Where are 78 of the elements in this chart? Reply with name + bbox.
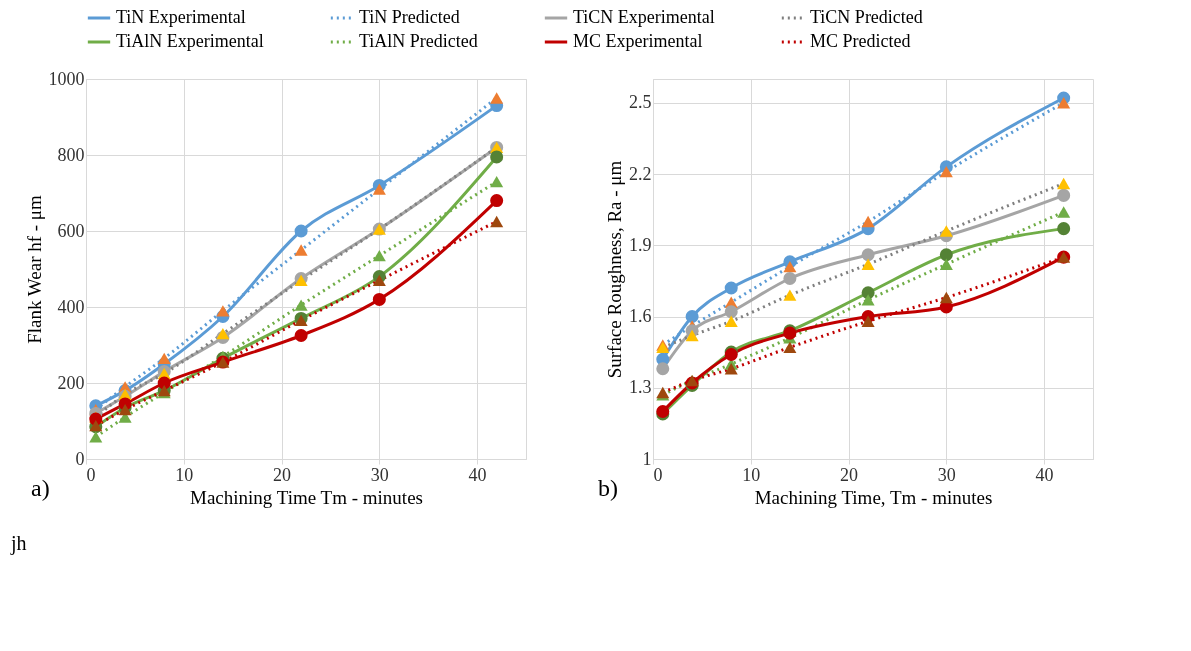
x-tick-label: 20 [840, 464, 859, 485]
legend-label: MC Predicted [810, 31, 911, 51]
point [490, 92, 504, 104]
point [939, 165, 953, 178]
point [294, 328, 308, 343]
legend-label: TiAlN Experimental [116, 31, 264, 51]
point [783, 271, 797, 286]
point [372, 274, 386, 287]
point [861, 248, 875, 262]
point [216, 305, 230, 317]
point [861, 294, 875, 306]
y-tick-label: 1000 [48, 68, 85, 89]
point [490, 150, 504, 164]
point [939, 258, 953, 270]
point [372, 250, 386, 262]
point [939, 248, 953, 262]
x-tick-label: 10 [742, 464, 761, 485]
y-tick-label: 1.6 [629, 306, 652, 326]
y-tick-label: 1.9 [629, 234, 652, 255]
point [1057, 206, 1071, 218]
point [372, 292, 386, 306]
point [490, 194, 504, 208]
x-tick-label: 20 [273, 464, 292, 485]
point [724, 315, 738, 327]
point [490, 215, 504, 228]
x-tick-label: 40 [468, 464, 487, 485]
point [490, 175, 504, 188]
x-tick-label: 10 [175, 464, 194, 485]
point [372, 183, 386, 195]
point [294, 244, 308, 256]
y-axis-title: Flank Wear hf - μm [23, 194, 45, 344]
point [656, 362, 670, 376]
y-tick-label: 400 [57, 296, 85, 317]
point [861, 215, 875, 228]
legend-label: TiN Predicted [359, 7, 460, 27]
point [861, 258, 875, 270]
point [724, 305, 738, 319]
point [294, 224, 308, 238]
legend-label: TiAlN Predicted [359, 31, 478, 51]
y-axis-title: Surface Roughness, Ra - μm [604, 160, 625, 379]
text: b) [598, 475, 618, 501]
x-tick-label: 30 [937, 464, 956, 485]
point [1057, 222, 1071, 236]
point [783, 341, 797, 354]
x-tick-label: 40 [1035, 464, 1054, 485]
point [724, 363, 738, 375]
point [294, 299, 308, 311]
y-tick-label: 2.5 [629, 92, 652, 113]
point [1057, 97, 1071, 109]
x-tick-label: 30 [370, 464, 389, 485]
y-tick-label: 1.3 [629, 377, 652, 398]
point [939, 291, 953, 304]
text: jh [10, 532, 27, 555]
y-tick-label: 0 [75, 448, 85, 469]
legend-label: TiCN Experimental [573, 7, 715, 27]
legend-label: TiN Experimental [116, 7, 246, 27]
y-tick-label: 200 [57, 372, 85, 393]
y-tick-label: 1 [642, 448, 652, 469]
y-tick-label: 2.2 [629, 163, 652, 184]
point [216, 327, 230, 340]
point [861, 315, 875, 327]
point [783, 260, 797, 273]
point [724, 281, 738, 295]
point [939, 225, 953, 237]
point [89, 431, 103, 443]
point [783, 289, 797, 301]
point [685, 329, 699, 342]
text: a) [31, 475, 50, 501]
point [1057, 188, 1071, 202]
x-axis-title: Machining Time Tm - minutes [190, 486, 423, 508]
point [685, 309, 699, 324]
point [1057, 177, 1071, 190]
legend-label: TiCN Predicted [810, 7, 923, 27]
x-axis-title: Machining Time, Tm - minutes [754, 486, 993, 508]
point [157, 352, 171, 364]
y-tick-label: 600 [57, 220, 85, 241]
legend-label: MC Experimental [573, 31, 703, 51]
y-tick-label: 800 [57, 144, 85, 165]
